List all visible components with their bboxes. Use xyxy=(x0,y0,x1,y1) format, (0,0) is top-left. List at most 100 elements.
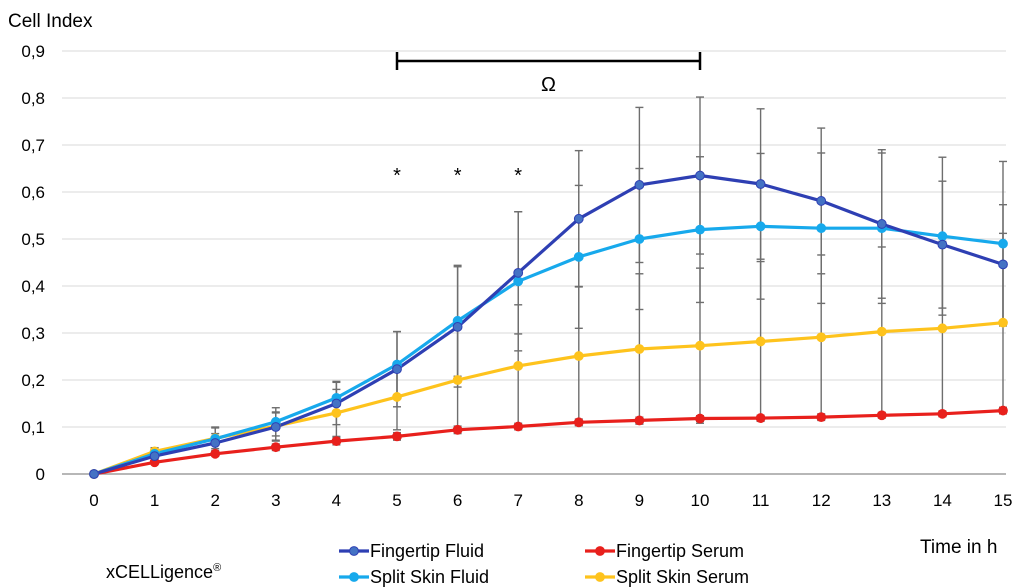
y-tick-label: 0,1 xyxy=(21,418,45,437)
data-point xyxy=(270,422,281,432)
y-tick-label: 0 xyxy=(36,465,45,484)
data-point xyxy=(695,224,705,235)
x-tick-label: 10 xyxy=(691,491,710,510)
x-tick-label: 8 xyxy=(574,491,583,510)
y-tick-label: 0,8 xyxy=(21,89,45,108)
data-point xyxy=(392,392,402,402)
data-point xyxy=(816,412,827,423)
data-point xyxy=(937,231,948,242)
data-point xyxy=(937,239,948,250)
data-point xyxy=(876,410,887,421)
y-tick-label: 0,4 xyxy=(21,277,45,296)
data-point xyxy=(573,251,584,262)
data-point xyxy=(210,448,221,459)
grid-lines xyxy=(62,50,1006,428)
data-point xyxy=(816,332,827,343)
data-point xyxy=(695,170,705,181)
x-tick-label: 4 xyxy=(332,491,341,510)
significance-star: * xyxy=(454,165,462,187)
data-point xyxy=(755,179,766,189)
x-tick-label: 14 xyxy=(933,491,952,510)
data-point xyxy=(331,398,342,409)
y-tick-label: 0,3 xyxy=(21,324,45,343)
x-tick-label: 7 xyxy=(513,491,522,510)
legend-swatch-marker xyxy=(349,546,359,556)
data-point xyxy=(513,421,524,432)
significance-star: * xyxy=(393,165,401,187)
brand-label: xCELLigence® xyxy=(106,562,221,583)
data-point xyxy=(513,267,524,278)
x-tick-label: 11 xyxy=(752,491,770,510)
data-point xyxy=(998,259,1008,270)
error-bars xyxy=(150,96,1007,465)
legend-swatch-marker xyxy=(595,572,605,582)
significance-star: * xyxy=(514,165,522,187)
data-point xyxy=(331,436,342,447)
x-tick-label: 0 xyxy=(89,491,98,510)
x-tick-label: 5 xyxy=(392,491,401,510)
data-point xyxy=(452,424,463,435)
significance-annotations: * * * Ω xyxy=(393,52,702,187)
registered-mark: ® xyxy=(213,562,222,574)
data-point xyxy=(634,344,645,354)
data-point xyxy=(392,364,402,375)
legend-label: Fingertip Serum xyxy=(616,541,744,561)
data-point xyxy=(998,317,1008,328)
data-point xyxy=(937,408,948,419)
x-tick-label: 3 xyxy=(271,491,280,510)
data-point xyxy=(573,351,584,361)
legend: Fingertip Fluid Fingertip Serum Split Skin… xyxy=(339,541,749,587)
y-tick-label: 0,9 xyxy=(21,42,45,61)
data-point xyxy=(634,234,645,244)
series-lines xyxy=(93,173,1004,476)
x-tick-label: 6 xyxy=(453,491,462,510)
legend-swatch-marker xyxy=(595,546,605,556)
legend-label: Split Skin Serum xyxy=(616,567,749,587)
data-point xyxy=(695,413,705,424)
y-tick-label: 0,7 xyxy=(21,136,45,155)
x-axis: 0 1 2 3 4 5 6 7 8 9 10 11 12 13 14 15 xyxy=(89,491,1012,510)
legend-label: Split Skin Fluid xyxy=(370,567,489,587)
y-tick-label: 0,6 xyxy=(21,183,45,202)
series-line xyxy=(93,321,1004,476)
x-tick-label: 13 xyxy=(872,491,891,510)
data-point xyxy=(270,442,281,453)
bracket-label: Ω xyxy=(541,74,556,96)
x-axis-title: Time in h xyxy=(920,537,997,558)
data-point xyxy=(816,196,827,206)
data-point xyxy=(392,431,402,442)
data-point xyxy=(89,469,99,479)
series-markers xyxy=(89,170,1008,479)
brand-name: xCELLigence xyxy=(106,562,214,582)
x-tick-label: 12 xyxy=(812,491,831,510)
data-point xyxy=(937,323,948,334)
x-tick-label: 9 xyxy=(635,491,644,510)
data-point xyxy=(634,180,645,190)
y-axis: 0 0,1 0,2 0,3 0,4 0,5 0,6 0,7 0,8 0,9 xyxy=(21,42,45,484)
data-point xyxy=(755,221,766,232)
data-point xyxy=(755,413,766,423)
data-point xyxy=(513,361,524,371)
y-tick-label: 0,2 xyxy=(21,371,45,390)
data-point xyxy=(634,415,645,426)
data-point xyxy=(876,326,887,337)
data-point xyxy=(998,405,1008,416)
data-point xyxy=(452,375,463,385)
x-tick-label: 1 xyxy=(150,491,159,510)
legend-swatch-marker xyxy=(349,572,359,582)
data-point xyxy=(149,451,160,462)
data-point xyxy=(755,336,766,347)
data-point xyxy=(573,213,584,224)
data-point xyxy=(513,276,524,287)
data-point xyxy=(876,219,887,229)
data-point xyxy=(816,223,827,234)
data-point xyxy=(998,238,1008,249)
x-tick-label: 2 xyxy=(210,491,219,510)
y-tick-label: 0,5 xyxy=(21,230,45,249)
series-line xyxy=(93,224,1004,476)
data-point xyxy=(331,408,342,418)
data-point xyxy=(573,417,584,428)
data-point xyxy=(695,340,705,351)
legend-label: Fingertip Fluid xyxy=(370,541,484,561)
